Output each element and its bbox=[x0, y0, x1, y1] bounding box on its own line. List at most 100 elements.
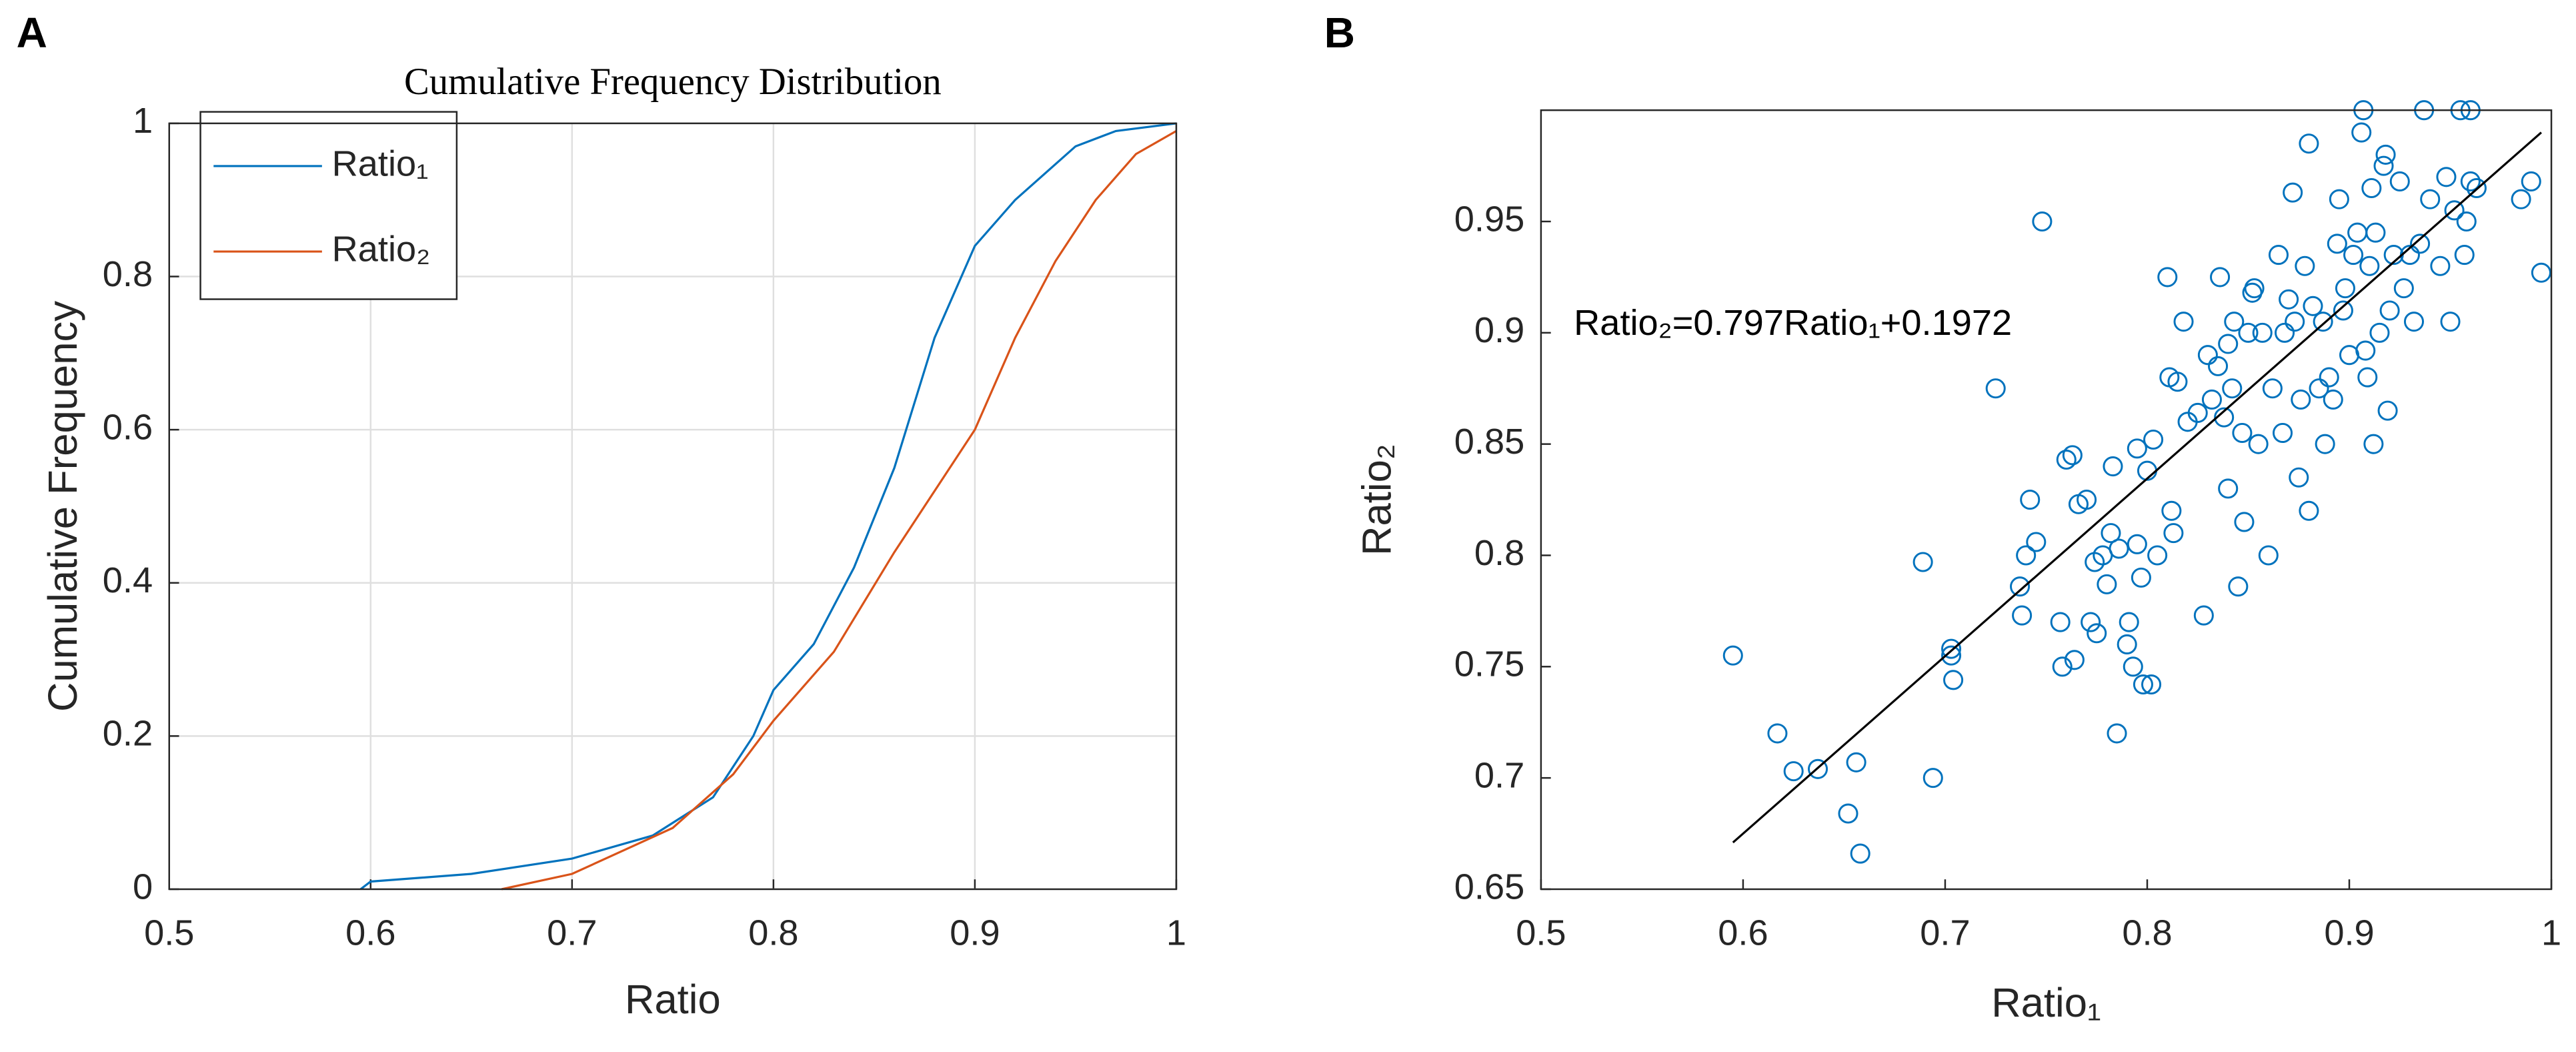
scatter-point bbox=[1850, 843, 1870, 864]
scatter-point bbox=[1912, 552, 1933, 572]
scatter-point bbox=[2077, 490, 2097, 510]
scatter-point bbox=[2133, 674, 2153, 695]
scatter-point bbox=[2295, 255, 2315, 276]
scatter-point bbox=[2016, 545, 2037, 566]
scatter-point bbox=[2032, 211, 2053, 232]
scatter-point bbox=[2147, 545, 2168, 566]
scatter-point bbox=[2127, 534, 2147, 554]
scatter-point bbox=[2193, 605, 2214, 626]
scatter-point bbox=[2109, 538, 2129, 559]
scatter-point bbox=[2210, 267, 2231, 288]
plot-area bbox=[1540, 110, 2552, 889]
scatter-point bbox=[2097, 574, 2117, 594]
y-tick-label: 0.7 bbox=[1474, 755, 1524, 795]
scatter-point bbox=[2291, 389, 2311, 410]
legend-box bbox=[199, 111, 458, 300]
cdf-line bbox=[359, 122, 1177, 891]
scatter-point bbox=[2351, 122, 2372, 143]
scatter-point bbox=[1941, 638, 1962, 659]
scatter-point bbox=[2357, 367, 2378, 388]
scatter-point bbox=[1941, 645, 1962, 666]
scatter-point bbox=[2081, 612, 2101, 632]
scatter-point bbox=[2268, 245, 2289, 266]
scatter-point bbox=[2258, 545, 2279, 566]
x-tick-label: 0.5 bbox=[144, 913, 194, 953]
scatter-point bbox=[2327, 233, 2347, 254]
x-tick-label: 0.6 bbox=[345, 913, 395, 953]
scatter-point bbox=[2436, 167, 2457, 187]
scatter-point bbox=[2234, 512, 2255, 532]
y-tick-label: 0.95 bbox=[1454, 199, 1524, 239]
scatter-point bbox=[2224, 312, 2245, 332]
scatter-point bbox=[2315, 434, 2335, 454]
scatter-point bbox=[2012, 605, 2033, 626]
scatter-point bbox=[2363, 434, 2384, 454]
scatter-point bbox=[2262, 378, 2283, 399]
chart-title: Cumulative Frequency Distribution bbox=[404, 61, 942, 103]
scatter-point bbox=[2064, 650, 2085, 670]
scatter-point bbox=[1943, 670, 1964, 690]
scatter-point bbox=[2244, 278, 2265, 299]
scatter-point bbox=[2127, 438, 2147, 459]
scatter-point bbox=[2289, 467, 2309, 488]
scatter-point bbox=[2373, 155, 2394, 176]
scatter-point bbox=[2420, 189, 2441, 209]
scatter-point bbox=[2087, 623, 2107, 644]
scatter-point bbox=[2440, 312, 2461, 332]
scatter-point bbox=[2283, 182, 2303, 203]
scatter-point bbox=[1846, 752, 1866, 772]
scatter-point bbox=[2511, 189, 2531, 209]
scatter-point bbox=[2456, 211, 2477, 232]
scatter-point bbox=[2375, 144, 2396, 165]
scatter-point bbox=[2369, 322, 2390, 343]
x-axis-label: Ratio₁ bbox=[1991, 980, 2101, 1026]
scatter-point bbox=[2201, 389, 2222, 410]
scatter-point bbox=[2403, 312, 2425, 332]
scatter-point bbox=[2275, 322, 2295, 343]
annotation: Ratio₂=0.797Ratio₁+0.1972 bbox=[1574, 303, 2012, 343]
scatter-point bbox=[2393, 278, 2414, 299]
scatter-point bbox=[2214, 407, 2235, 428]
scatter-point bbox=[2157, 267, 2178, 288]
x-tick-label: 1 bbox=[2541, 913, 2561, 953]
scatter-point bbox=[2333, 300, 2353, 321]
scatter-point bbox=[2222, 378, 2243, 399]
y-tick-label: 0 bbox=[133, 867, 153, 907]
fit-line bbox=[1732, 131, 2542, 844]
panel-label: A bbox=[17, 9, 47, 57]
scatter-point bbox=[2218, 334, 2239, 354]
scatter-point bbox=[2355, 340, 2376, 361]
scatter-point bbox=[2248, 434, 2269, 454]
scatter-point bbox=[2454, 245, 2475, 266]
x-tick-label: 0.6 bbox=[1718, 913, 1768, 953]
scatter-point bbox=[2410, 233, 2431, 254]
x-tick-label: 0.9 bbox=[950, 913, 1000, 953]
x-axis-label: Ratio bbox=[625, 977, 721, 1023]
y-tick-label: 0.6 bbox=[103, 407, 153, 447]
y-tick-label: 0.4 bbox=[103, 560, 153, 600]
scatter-point bbox=[2101, 523, 2121, 544]
y-tick-label: 0.8 bbox=[1474, 533, 1524, 573]
scatter-point bbox=[2377, 400, 2398, 421]
y-tick-label: 1 bbox=[133, 101, 153, 141]
scatter-point bbox=[2444, 200, 2465, 221]
scatter-point bbox=[2050, 612, 2071, 632]
scatter-point bbox=[2460, 171, 2481, 191]
scatter-point bbox=[2238, 322, 2259, 343]
cdf-line bbox=[501, 129, 1177, 891]
x-tick-label: 0.8 bbox=[2122, 913, 2172, 953]
y-tick-label: 0.2 bbox=[103, 714, 153, 754]
panel-label: B bbox=[1324, 9, 1355, 57]
scatter-point bbox=[2319, 367, 2339, 388]
scatter-point bbox=[2272, 422, 2293, 444]
scatter-point bbox=[2143, 429, 2164, 450]
scatter-point bbox=[2123, 656, 2143, 677]
scatter-point bbox=[2232, 422, 2253, 444]
scatter-point bbox=[2056, 449, 2077, 470]
scatter-point bbox=[2197, 345, 2218, 366]
x-tick-label: 0.8 bbox=[748, 913, 798, 953]
x-tick-label: 1 bbox=[1166, 913, 1186, 953]
scatter-point bbox=[2103, 456, 2123, 477]
scatter-point bbox=[1985, 378, 2006, 399]
scatter-point bbox=[2117, 634, 2137, 654]
